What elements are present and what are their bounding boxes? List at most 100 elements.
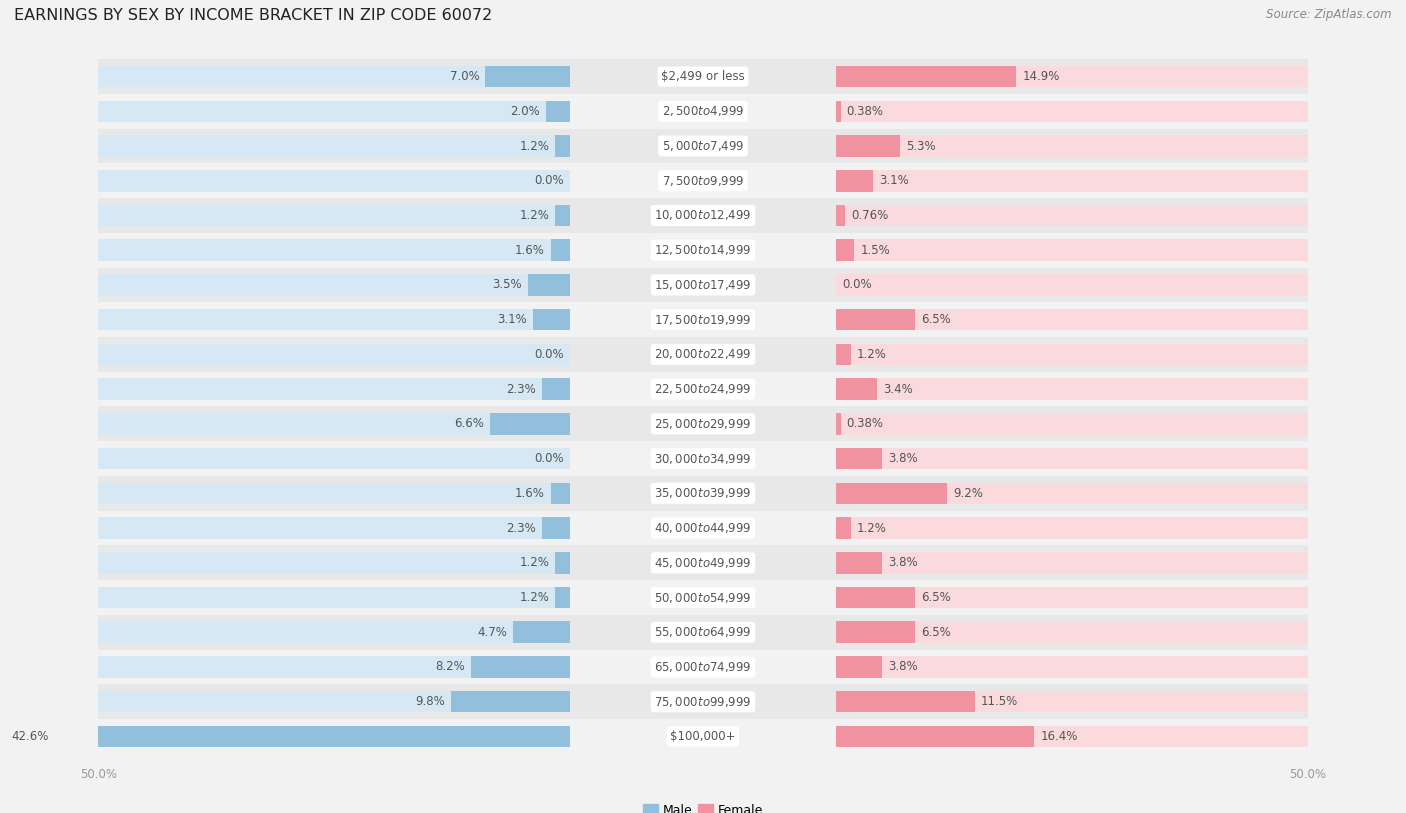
- Bar: [98, 337, 1308, 372]
- Text: 6.5%: 6.5%: [921, 313, 950, 326]
- Bar: [837, 66, 1308, 87]
- Bar: [98, 656, 569, 678]
- Bar: [98, 719, 1308, 754]
- Bar: [837, 656, 882, 678]
- Bar: [837, 101, 841, 122]
- Text: 0.0%: 0.0%: [842, 278, 872, 291]
- Text: 9.8%: 9.8%: [416, 695, 446, 708]
- Bar: [98, 685, 1308, 719]
- Bar: [98, 267, 1308, 302]
- Bar: [98, 448, 569, 469]
- Bar: [543, 378, 569, 400]
- Text: 0.38%: 0.38%: [846, 105, 883, 118]
- Bar: [551, 240, 569, 261]
- Text: $55,000 to $64,999: $55,000 to $64,999: [654, 625, 752, 639]
- Bar: [543, 517, 569, 539]
- Bar: [837, 552, 882, 573]
- Bar: [98, 233, 1308, 267]
- Bar: [98, 511, 1308, 546]
- Bar: [491, 413, 569, 435]
- Bar: [98, 128, 1308, 163]
- Bar: [837, 135, 1308, 157]
- Bar: [837, 691, 976, 712]
- Bar: [98, 406, 1308, 441]
- Bar: [485, 66, 569, 87]
- Bar: [837, 691, 1308, 712]
- Text: $75,000 to $99,999: $75,000 to $99,999: [654, 694, 752, 709]
- Text: $20,000 to $22,499: $20,000 to $22,499: [654, 347, 752, 362]
- Text: $65,000 to $74,999: $65,000 to $74,999: [654, 660, 752, 674]
- Text: 1.6%: 1.6%: [515, 487, 544, 500]
- Text: 1.2%: 1.2%: [520, 591, 550, 604]
- Text: 42.6%: 42.6%: [11, 730, 49, 743]
- Text: 2.3%: 2.3%: [506, 383, 536, 396]
- Text: Source: ZipAtlas.com: Source: ZipAtlas.com: [1267, 8, 1392, 21]
- Bar: [98, 94, 1308, 128]
- Bar: [98, 441, 1308, 476]
- Text: 8.2%: 8.2%: [434, 660, 465, 673]
- Bar: [837, 413, 1308, 435]
- Text: 3.8%: 3.8%: [889, 452, 918, 465]
- Text: 1.6%: 1.6%: [515, 244, 544, 257]
- Bar: [837, 552, 1308, 573]
- Text: 1.2%: 1.2%: [520, 209, 550, 222]
- Bar: [98, 163, 1308, 198]
- Bar: [837, 274, 1308, 296]
- Text: 4.7%: 4.7%: [477, 626, 508, 639]
- Text: EARNINGS BY SEX BY INCOME BRACKET IN ZIP CODE 60072: EARNINGS BY SEX BY INCOME BRACKET IN ZIP…: [14, 8, 492, 23]
- Bar: [555, 552, 569, 573]
- Bar: [837, 517, 1308, 539]
- Bar: [98, 101, 569, 122]
- Text: 1.2%: 1.2%: [856, 348, 886, 361]
- Bar: [98, 378, 569, 400]
- Bar: [98, 344, 569, 365]
- Text: 1.5%: 1.5%: [860, 244, 890, 257]
- Bar: [533, 309, 569, 330]
- Bar: [98, 615, 1308, 650]
- Bar: [98, 66, 569, 87]
- Bar: [98, 650, 1308, 685]
- Bar: [98, 621, 569, 643]
- Bar: [837, 621, 915, 643]
- Text: $40,000 to $44,999: $40,000 to $44,999: [654, 521, 752, 535]
- Bar: [837, 344, 1308, 365]
- Text: $12,500 to $14,999: $12,500 to $14,999: [654, 243, 752, 257]
- Bar: [837, 66, 1017, 87]
- Bar: [555, 205, 569, 226]
- Text: 16.4%: 16.4%: [1040, 730, 1078, 743]
- Text: $2,500 to $4,999: $2,500 to $4,999: [662, 104, 744, 119]
- Text: 3.5%: 3.5%: [492, 278, 522, 291]
- Text: 3.8%: 3.8%: [889, 660, 918, 673]
- Bar: [98, 691, 569, 712]
- Bar: [837, 309, 1308, 330]
- Bar: [837, 309, 915, 330]
- Text: $22,500 to $24,999: $22,500 to $24,999: [654, 382, 752, 396]
- Bar: [837, 656, 1308, 678]
- Bar: [837, 378, 877, 400]
- Bar: [98, 274, 569, 296]
- Text: 0.0%: 0.0%: [534, 348, 564, 361]
- Text: $5,000 to $7,499: $5,000 to $7,499: [662, 139, 744, 153]
- Text: 2.0%: 2.0%: [510, 105, 540, 118]
- Bar: [98, 372, 1308, 406]
- Bar: [513, 621, 569, 643]
- Text: $45,000 to $49,999: $45,000 to $49,999: [654, 556, 752, 570]
- Bar: [98, 580, 1308, 615]
- Text: 0.0%: 0.0%: [534, 452, 564, 465]
- Text: 9.2%: 9.2%: [953, 487, 983, 500]
- Bar: [451, 691, 569, 712]
- Bar: [837, 240, 1308, 261]
- Bar: [837, 726, 1308, 747]
- Bar: [98, 483, 569, 504]
- Bar: [551, 483, 569, 504]
- Bar: [837, 170, 1308, 192]
- Legend: Male, Female: Male, Female: [638, 799, 768, 813]
- Bar: [98, 309, 569, 330]
- Bar: [837, 135, 900, 157]
- Bar: [98, 135, 569, 157]
- Text: 3.1%: 3.1%: [880, 174, 910, 187]
- Text: $7,500 to $9,999: $7,500 to $9,999: [662, 174, 744, 188]
- Bar: [98, 546, 1308, 580]
- Bar: [837, 517, 851, 539]
- Text: 5.3%: 5.3%: [905, 140, 936, 153]
